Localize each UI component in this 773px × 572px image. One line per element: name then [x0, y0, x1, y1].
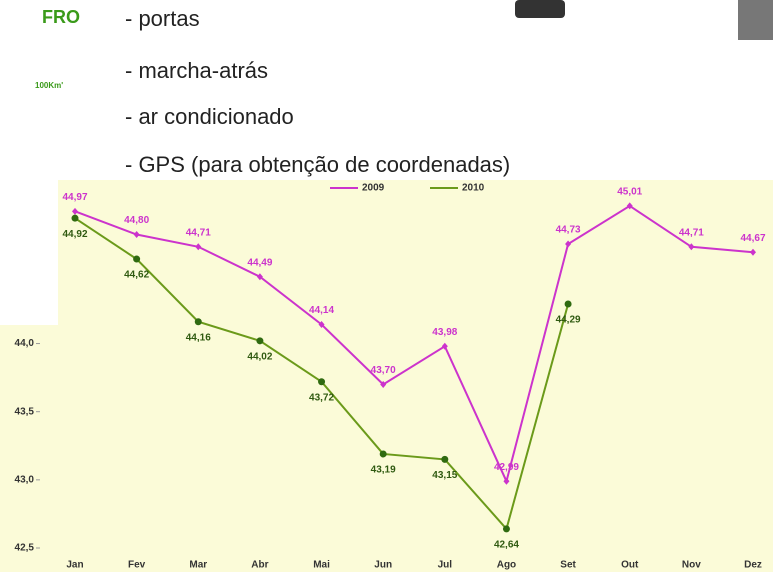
x-tick-label: Ago — [497, 560, 516, 571]
x-tick-label: Fev — [128, 560, 146, 571]
marker — [441, 456, 448, 463]
value-label: 44,14 — [309, 305, 334, 316]
value-label: 42,64 — [494, 540, 519, 551]
value-label: 44,02 — [247, 351, 272, 362]
marker — [318, 378, 325, 385]
value-label: 44,80 — [124, 215, 149, 226]
value-label: 43,72 — [309, 392, 334, 403]
legend-label: 2010 — [462, 183, 485, 194]
x-tick-label: Set — [560, 560, 576, 571]
slide: 42,5 43,0 43,5 44,0 Jan Fev Mar Abr Mai Jun Jul Ago… — [0, 0, 773, 572]
bullet: - portas — [125, 6, 200, 31]
photo — [515, 0, 565, 18]
value-label: 43,70 — [371, 365, 396, 376]
marker — [72, 215, 79, 222]
value-label: 44,71 — [679, 227, 704, 238]
x-tick-label: Out — [621, 560, 639, 571]
y-tick-label: 44,0 — [15, 338, 35, 349]
bullet: - ar condicionado — [125, 104, 294, 129]
logo: FRO — [42, 7, 80, 27]
page: {"slide": {"logo": "FRO", "logo_sub": "1… — [0, 0, 773, 572]
y-tick-label: 42,5 — [15, 543, 35, 554]
x-tick-label: Jun — [374, 560, 392, 571]
logo-sub: 100Km' — [35, 81, 63, 90]
marker — [380, 450, 387, 457]
x-tick-label: Jan — [66, 560, 83, 571]
x-tick-label: Jul — [438, 560, 453, 571]
value-label: 43,98 — [432, 327, 457, 338]
value-label: 44,67 — [740, 233, 765, 244]
value-label: 44,49 — [247, 257, 272, 268]
value-label: 44,29 — [556, 315, 581, 326]
value-label: 43,15 — [432, 470, 457, 481]
marker — [503, 525, 510, 532]
photo — [738, 0, 773, 40]
bullet: - marcha-atrás — [125, 58, 268, 83]
value-label: 44,62 — [124, 270, 149, 281]
value-label: 44,71 — [186, 227, 211, 238]
value-label: 44,97 — [62, 192, 87, 203]
marker — [133, 256, 140, 263]
x-tick-label: Dez — [744, 560, 762, 571]
value-label: 44,92 — [62, 229, 87, 240]
y-tick-label: 43,0 — [15, 474, 35, 485]
x-tick-label: Abr — [251, 560, 268, 571]
value-label: 43,19 — [371, 465, 396, 476]
slide-overlay — [0, 180, 58, 325]
bullet: - GPS (para obtenção de coordenadas) — [125, 152, 510, 177]
x-tick-label: Mar — [189, 560, 207, 571]
y-tick-label: 43,5 — [15, 406, 35, 417]
value-label: 42,99 — [494, 462, 519, 473]
x-tick-label: Nov — [682, 560, 701, 571]
marker — [256, 337, 263, 344]
marker — [195, 318, 202, 325]
value-label: 44,73 — [556, 225, 581, 236]
x-tick-label: Mai — [313, 560, 330, 571]
marker — [565, 301, 572, 308]
legend-label: 2009 — [362, 183, 385, 194]
value-label: 44,16 — [186, 332, 211, 343]
value-label: 45,01 — [617, 187, 642, 198]
